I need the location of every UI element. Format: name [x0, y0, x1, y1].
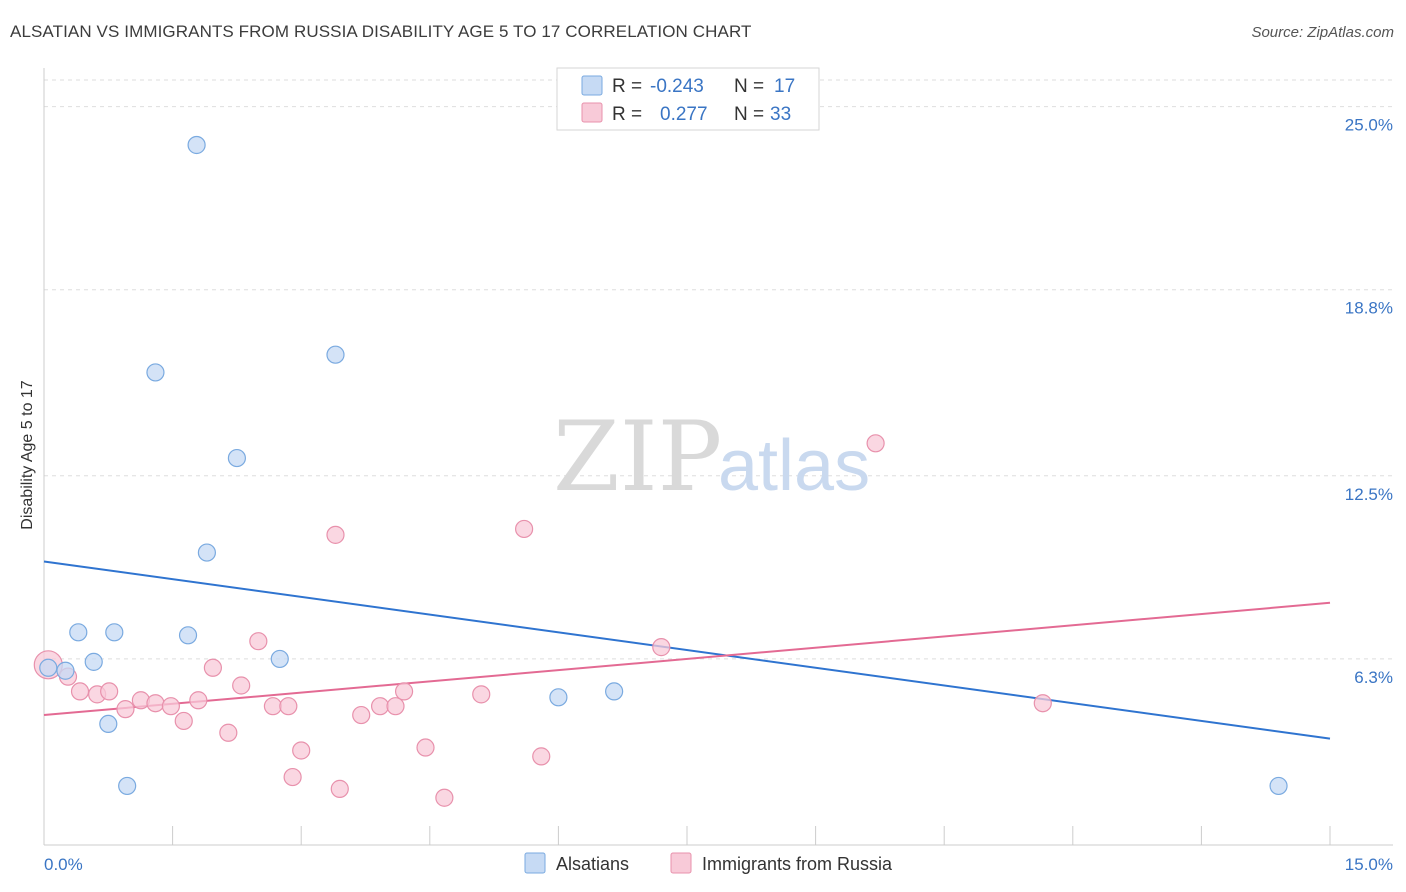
point-russia — [326, 525, 345, 544]
legend-label-russia: Immigrants from Russia — [702, 854, 893, 874]
point-russia — [161, 697, 180, 716]
point-russia — [394, 682, 414, 701]
point-russia — [532, 747, 551, 766]
source-label: Source: ZipAtlas.com — [1251, 24, 1394, 41]
point-alsatians — [549, 688, 568, 707]
point-alsatians — [227, 448, 246, 468]
y-tick-labels: 25.0% 18.8% 12.5% 6.3% — [1345, 116, 1393, 687]
point-alsatians — [605, 682, 624, 701]
legend-n-label: N = — [734, 104, 764, 125]
point-russia — [189, 691, 208, 710]
legend-r-label: R = — [612, 104, 642, 125]
point-russia — [100, 682, 119, 701]
point-russia — [174, 711, 193, 731]
point-alsatians — [146, 363, 165, 382]
point-russia — [249, 632, 268, 651]
watermark: ZIP atlas — [553, 401, 870, 513]
point-russia — [131, 691, 150, 710]
y-tick-label: 25.0% — [1345, 116, 1393, 135]
point-russia — [292, 741, 311, 760]
point-alsatians — [178, 626, 198, 645]
point-russia — [116, 700, 135, 719]
point-alsatians — [56, 661, 75, 680]
y-tick-label: 6.3% — [1354, 668, 1393, 687]
point-alsatians — [326, 345, 345, 364]
x-tick-label-max: 15.0% — [1345, 855, 1393, 874]
trend-line-russia — [43, 601, 1331, 717]
legend-n-value: 17 — [774, 76, 795, 97]
point-russia — [146, 694, 165, 713]
point-russia — [219, 723, 238, 742]
legend-swatch-russia — [670, 852, 692, 874]
point-russia — [435, 788, 454, 807]
point-alsatians — [1269, 776, 1288, 796]
point-russia — [866, 434, 885, 453]
x-tick-label-min: 0.0% — [44, 855, 83, 874]
legend-r-label: R = — [612, 76, 642, 97]
legend-r-value: 0.277 — [660, 104, 708, 125]
legend-swatch-alsatians — [524, 852, 546, 874]
point-russia — [283, 767, 302, 787]
data-points — [33, 135, 1288, 807]
trend-line-alsatians — [43, 560, 1331, 740]
point-alsatians — [105, 623, 124, 642]
point-alsatians — [84, 652, 103, 671]
point-alsatians — [39, 658, 58, 677]
point-russia — [370, 697, 390, 716]
y-tick-label: 12.5% — [1345, 485, 1393, 504]
point-russia — [330, 779, 349, 798]
y-tick-label: 18.8% — [1345, 299, 1393, 318]
legend-n-value: 33 — [770, 104, 791, 125]
point-russia — [352, 705, 371, 725]
point-russia — [472, 685, 491, 704]
legend-swatch-alsatians — [581, 75, 603, 96]
point-russia — [232, 676, 251, 695]
point-russia — [386, 697, 405, 716]
chart-title: ALSATIAN VS IMMIGRANTS FROM RUSSIA DISAB… — [10, 22, 752, 41]
legend-swatch-russia — [581, 102, 603, 123]
point-alsatians — [69, 623, 88, 642]
trend-lines — [43, 560, 1331, 740]
x-tick-labels: 0.0% 15.0% — [44, 855, 1393, 874]
point-russia — [203, 658, 222, 677]
point-russia — [416, 738, 435, 757]
point-alsatians — [197, 543, 216, 562]
axes — [43, 68, 1393, 846]
legend-n-label: N = — [734, 76, 764, 97]
point-alsatians — [187, 135, 206, 155]
point-russia — [279, 697, 298, 716]
point-russia — [515, 519, 534, 539]
point-alsatians — [270, 649, 289, 669]
point-alsatians — [118, 776, 137, 796]
point-alsatians — [99, 714, 118, 733]
point-russia — [652, 638, 671, 657]
correlation-legend: R = -0.243 N = 17 R = 0.277 N = 33 — [556, 67, 820, 131]
legend-r-value: -0.243 — [650, 76, 704, 97]
point-russia — [1033, 694, 1052, 713]
watermark-zip-text: ZIP — [553, 401, 722, 513]
series-legend: Alsatians Immigrants from Russia — [524, 852, 893, 874]
point-russia — [70, 682, 90, 701]
point-russia — [263, 697, 283, 716]
gridlines — [44, 79, 1393, 660]
watermark-atlas-text: atlas — [718, 426, 870, 506]
legend-label-alsatians: Alsatians — [556, 854, 629, 874]
